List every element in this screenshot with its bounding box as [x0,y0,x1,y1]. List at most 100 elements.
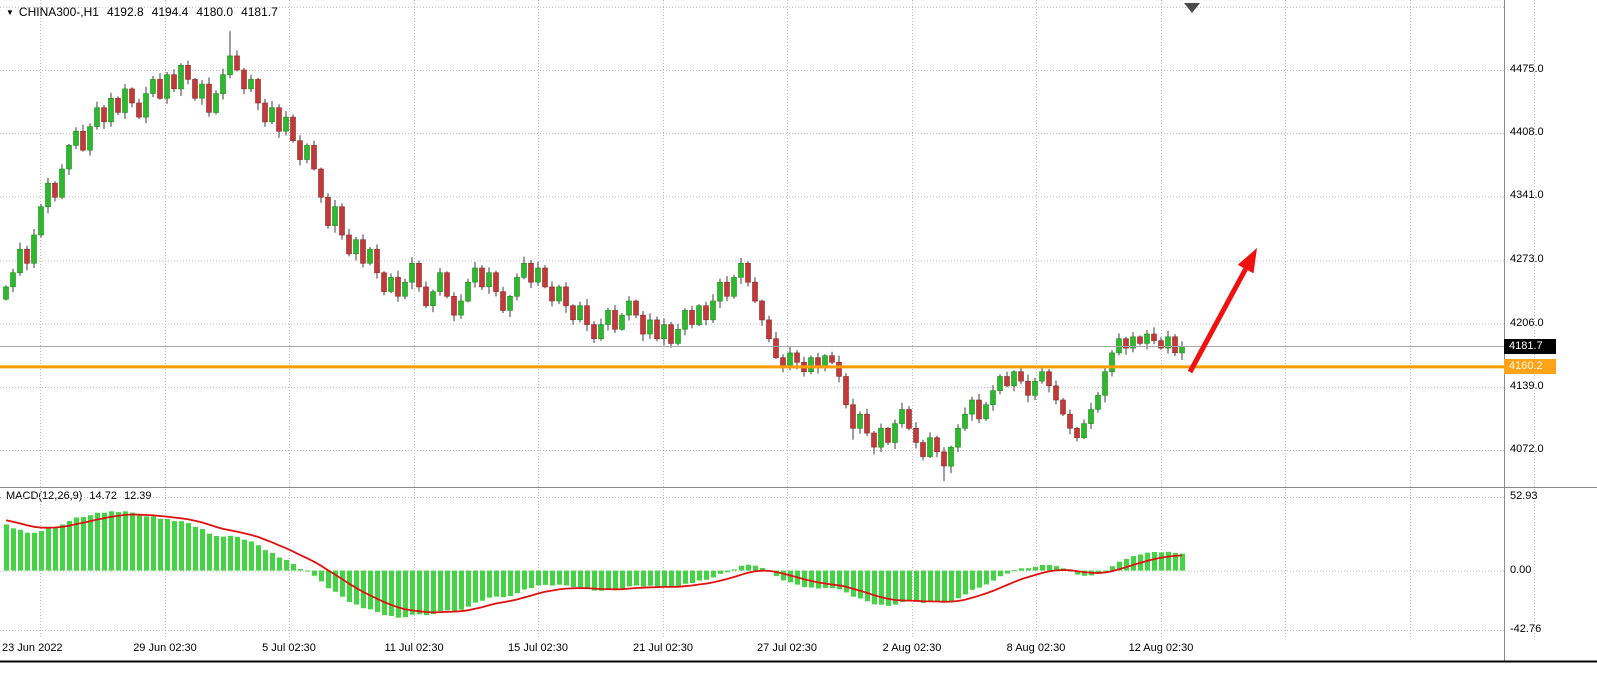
macd-histogram-bar [375,570,380,612]
candle-body [1060,399,1066,415]
candle-body [633,300,639,316]
macd-histogram-bar [928,570,933,602]
macd-histogram-bar [1173,553,1178,571]
candle-body [94,107,100,127]
macd-histogram-bar [1082,570,1087,576]
candle-body [479,267,485,288]
candle-body [10,272,16,288]
macd-histogram-bar [508,570,513,597]
macd-histogram-bar [788,570,793,583]
macd-histogram-bar [648,570,653,586]
candle-body [710,300,716,321]
macd-histogram-bar [732,569,737,571]
macd-histogram-bar [207,533,212,571]
candle-body [304,145,310,160]
time-axis-label: 21 Jul 02:30 [633,642,693,654]
macd-histogram-bar [522,570,527,590]
macd-histogram-bar [25,532,30,571]
trend-arrow-annotation[interactable] [1187,248,1257,374]
macd-histogram-bar [438,570,443,612]
candle-body [1158,340,1164,349]
macd-histogram-bar [564,570,569,586]
time-axis-label: 15 Jul 02:30 [508,642,568,654]
candle-body [528,262,534,283]
candle-body [402,281,408,297]
candle-body [969,399,975,415]
candle-body [906,409,912,429]
candle-body [381,272,387,292]
candle-body [38,206,44,236]
macd-axis-label: 52.93 [1510,490,1538,502]
candle-body [59,168,65,198]
macd-histogram-bar [501,570,506,598]
candle-body [1053,385,1059,401]
macd-histogram-bar [305,570,310,572]
candle-body [458,300,464,316]
candle-body [857,413,863,429]
macd-histogram-bar [193,526,198,571]
candle-body [206,83,212,113]
candle-body [3,286,9,300]
candle-body [773,338,779,358]
candle-body [549,286,555,302]
macd-histogram-bar [634,570,639,586]
macd-histogram-bar [11,528,16,571]
macd-histogram-bar [200,528,205,571]
candle-body [822,355,828,368]
candle-body [353,239,359,255]
macd-histogram-bar [1117,561,1122,571]
candle-body [605,310,611,325]
candle-body [332,206,338,226]
macd-histogram-bar [970,570,975,590]
candle-body [276,107,282,132]
candle-body [668,324,674,344]
symbol-dropdown-icon[interactable]: ▼ [6,8,14,17]
candle-body [262,102,268,123]
candle-body [171,74,177,90]
macd-histogram-bar [81,517,86,571]
candle-body [1137,336,1143,344]
price-axis-label: 4341.0 [1510,189,1544,202]
candle-body [374,248,380,274]
macd-histogram-bar [137,515,142,571]
macd-histogram-bar [480,570,485,601]
candlestick-series[interactable] [3,31,1185,482]
candle-body [437,272,443,292]
chart-shift-marker-icon[interactable] [1184,3,1200,13]
candle-body [570,305,576,321]
candle-body [535,267,541,283]
candle-body [696,305,702,325]
time-axis-label: 27 Jul 02:30 [757,642,817,654]
candle-body [1116,338,1122,354]
time-axis-label: 11 Jul 02:30 [384,642,444,654]
candle-body [255,79,261,104]
macd-histogram-bar [1047,564,1052,571]
macd-histogram-bar [711,570,716,578]
candle-body [892,423,898,443]
candle-body [794,352,800,363]
macd-histogram-bar [382,570,387,616]
macd-histogram-bar [1103,570,1108,572]
macd-signal-line [5,513,1183,614]
price-axis-label: 4273.0 [1510,253,1544,266]
macd-histogram-bar [410,570,415,615]
macd-histogram-bar [536,570,541,586]
macd-histogram-bar [753,565,758,571]
macd-histogram-bar [683,570,688,584]
macd-histogram-bar [494,570,499,597]
candle-body [52,182,58,198]
candle-body [675,328,681,344]
macd-histogram-bar [277,557,282,571]
macd-panel[interactable] [4,511,1185,618]
macd-histogram-bar [1005,570,1010,574]
candle-body [766,319,772,340]
macd-histogram-bar [1159,552,1164,571]
candle-body [17,248,23,274]
candle-body [143,93,149,118]
candle-body [311,145,317,170]
macd-indicator-label: MACD(12,26,9) 14.72 12.39 [6,490,158,502]
macd-histogram-bar [340,570,345,597]
macd-histogram-bar [123,511,128,571]
macd-histogram-bar [1131,556,1136,571]
